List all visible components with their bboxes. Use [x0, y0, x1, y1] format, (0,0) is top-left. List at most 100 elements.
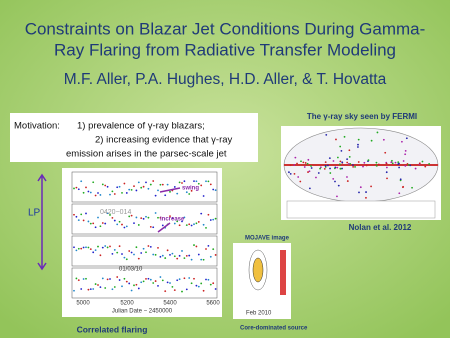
lightcurve-image [62, 168, 222, 317]
sky-source [377, 163, 380, 166]
curve-point [169, 253, 171, 256]
curve-point [73, 289, 75, 292]
sky-source [315, 176, 317, 179]
sky-source [384, 151, 387, 154]
panel-frame [71, 267, 218, 299]
sky-source [411, 186, 413, 189]
sky-source [336, 166, 339, 169]
curve-point [188, 193, 191, 195]
curve-point [157, 189, 159, 192]
lightcurve-caption: Correlated flaring [77, 324, 148, 334]
sky-source [370, 185, 372, 188]
curve-point [209, 183, 212, 186]
sky-source [319, 166, 322, 169]
curve-point [190, 282, 193, 285]
curve-point [111, 190, 114, 193]
sky-source [339, 167, 342, 170]
curve-point [193, 180, 195, 183]
sky-source [346, 161, 349, 164]
mojave-caption: Core-dominated source [240, 326, 308, 332]
sky-source [339, 145, 342, 148]
curve-point [200, 258, 203, 261]
curve-point [97, 284, 99, 286]
mojave-date: Feb 2010 [246, 311, 272, 317]
curve-point [209, 255, 212, 258]
bracket-arrow [37, 173, 47, 271]
curve-point [109, 278, 111, 280]
curve-point [140, 281, 143, 284]
curve-point [123, 226, 126, 229]
curve-point [106, 246, 109, 249]
bracket-label: LP [28, 208, 41, 219]
curve-point [154, 194, 157, 197]
sky-source [337, 184, 340, 187]
curve-point [152, 282, 155, 284]
curve-point [169, 190, 171, 193]
sky-source [365, 164, 368, 167]
curve-point [116, 276, 119, 278]
sky-source [334, 180, 336, 183]
curve-point [109, 214, 111, 216]
curve-point [113, 219, 116, 222]
curve-point [212, 248, 215, 251]
curve-point [123, 182, 126, 185]
curve-point [214, 288, 217, 290]
curve-point [130, 251, 133, 254]
curve-point [85, 212, 87, 215]
curve-point [111, 216, 114, 219]
annotation-arrow [159, 187, 181, 193]
sky-source [401, 140, 403, 143]
curve-point [101, 246, 104, 249]
curve-point [130, 289, 133, 292]
curve-point [193, 244, 195, 246]
curve-point [142, 247, 145, 250]
curve-point [99, 194, 102, 196]
curve-point [106, 185, 109, 188]
sky-source [424, 165, 427, 168]
curve-point [185, 288, 188, 291]
sky-source [362, 165, 364, 168]
curve-point [212, 282, 215, 285]
sky-source [329, 172, 332, 174]
curve-point [128, 215, 131, 218]
curve-point [128, 282, 131, 285]
curve-point [197, 285, 200, 288]
curve-point [125, 280, 128, 283]
curve-point [121, 253, 123, 255]
curve-point [164, 290, 167, 293]
curve-point [161, 279, 164, 282]
sky-source [303, 166, 306, 168]
curve-point [89, 191, 92, 194]
sky-source [428, 163, 431, 165]
curve-point [195, 245, 198, 248]
authors: M.F. Aller, P.A. Hughes, H.D. Aller, & T… [64, 71, 387, 88]
sky-source [324, 164, 327, 167]
curve-point [214, 189, 217, 192]
curve-point [82, 191, 85, 194]
jet-core [252, 257, 264, 283]
curve-point [157, 284, 159, 287]
sky-legend [286, 200, 436, 219]
curve-point [145, 277, 147, 280]
sky-source [357, 161, 360, 163]
sky-source [289, 164, 292, 167]
curve-point [73, 246, 75, 249]
curve-point [169, 215, 171, 218]
curve-point [109, 193, 111, 196]
motivation-item: 1) prevalence of γ-ray blazars; [77, 121, 205, 132]
sky-source [404, 153, 407, 156]
curve-point [176, 279, 179, 282]
curve-point [137, 257, 140, 260]
curve-point [169, 282, 171, 284]
jet-contour [248, 249, 268, 291]
curve-point [200, 282, 203, 285]
curve-point [176, 192, 179, 195]
curve-point [195, 222, 198, 225]
curve-point [99, 254, 102, 257]
curve-point [94, 283, 97, 285]
curve-point [161, 224, 164, 227]
curve-point [149, 245, 152, 248]
curve-point [152, 226, 155, 229]
sky-source [386, 177, 388, 180]
